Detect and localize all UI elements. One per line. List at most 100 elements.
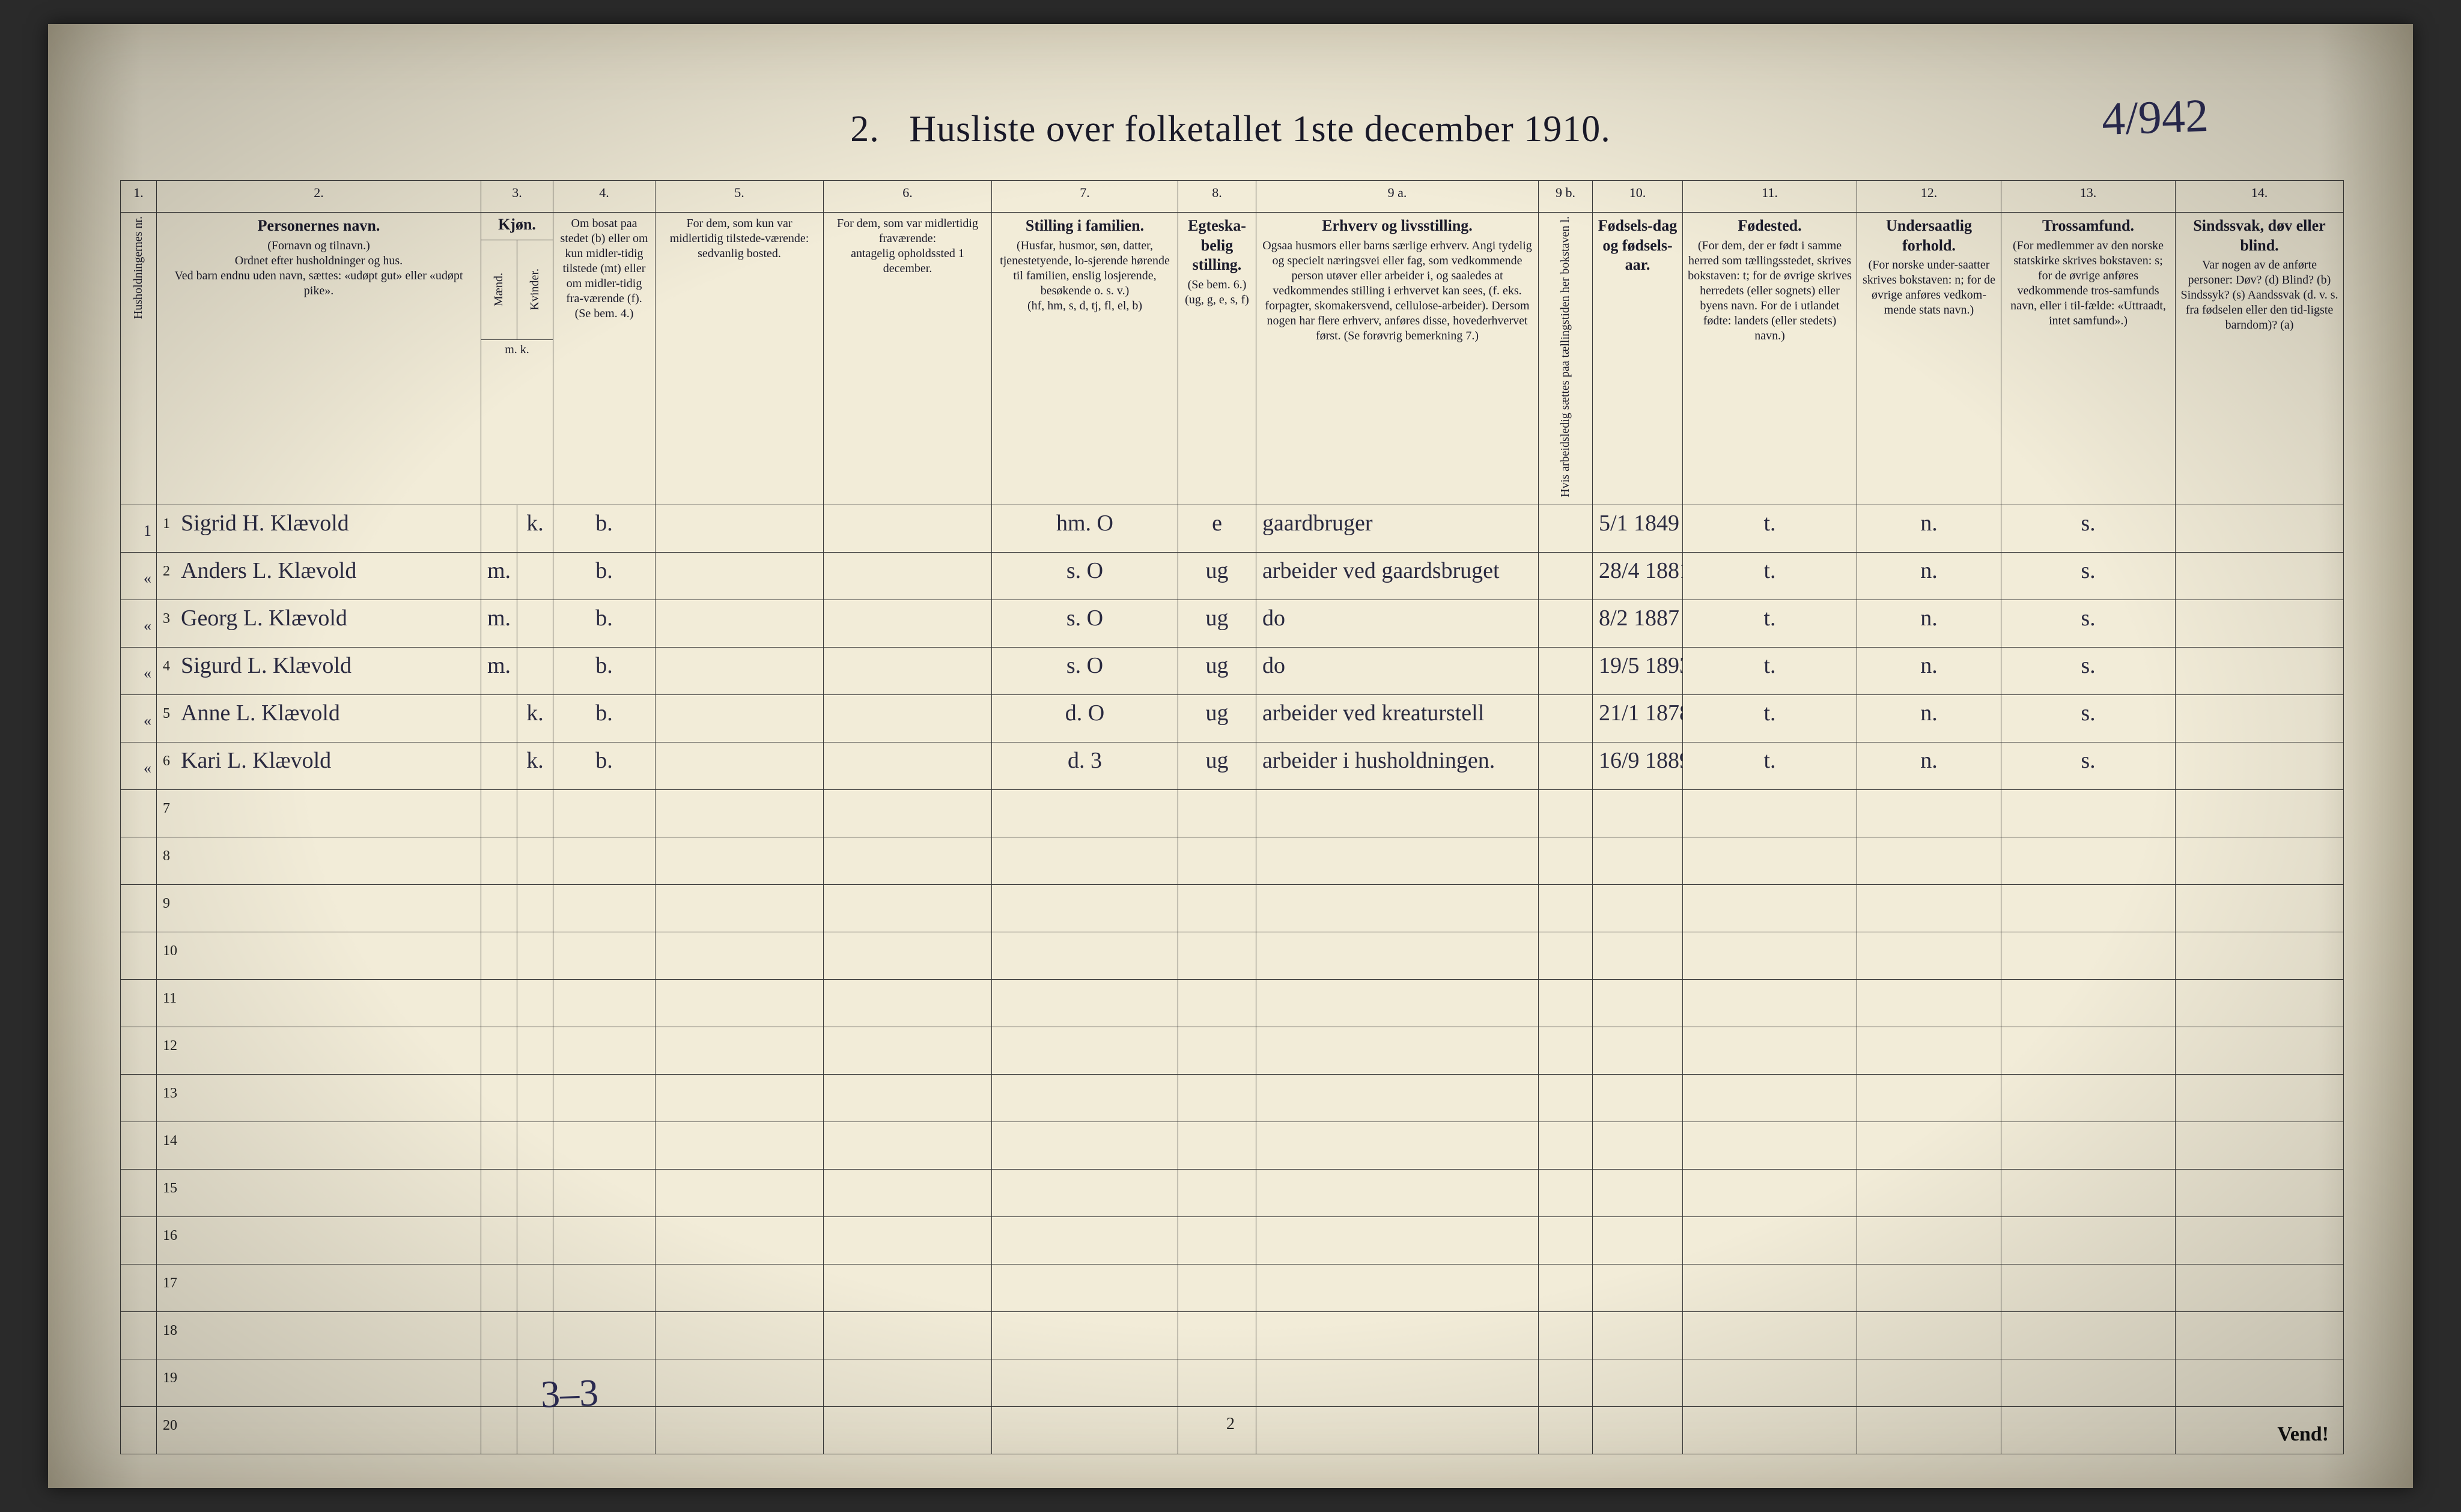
cell-empty [824, 932, 992, 980]
cell-empty [1539, 1407, 1593, 1454]
cell-sex-m: m. [481, 648, 517, 695]
table-row-empty: 13 [121, 1075, 2344, 1122]
cell-household-nr [121, 885, 157, 932]
cell-empty [824, 1407, 992, 1454]
cell-religion: s. [2001, 742, 2176, 790]
cell-marital-status: e [1178, 505, 1256, 553]
cell-family-position: hm. O [992, 505, 1178, 553]
cell-empty [2001, 1407, 2176, 1454]
cell-marital-status: ug [1178, 695, 1256, 742]
cell-household-nr [121, 1075, 157, 1122]
cell-empty [1256, 1265, 1539, 1312]
colnum-5: 5. [656, 181, 824, 213]
cell-empty [2176, 1075, 2344, 1122]
cell-empty [2001, 1312, 2176, 1359]
cell-person-nr: 16 [163, 1228, 177, 1244]
cell-empty [1539, 1170, 1593, 1217]
cell-residence-status: b. [553, 695, 656, 742]
cell-empty [1539, 1312, 1593, 1359]
cell-empty [824, 1312, 992, 1359]
cell-person-nr: 7 [163, 801, 170, 817]
cell-empty [1683, 1122, 1857, 1170]
cell-empty [1178, 837, 1256, 885]
cell-unemployed [1539, 695, 1593, 742]
cell-household-nr: « [121, 553, 157, 600]
cell-person-nr: 11 [163, 991, 177, 1007]
cell-empty [1178, 1217, 1256, 1265]
cell-household-nr [121, 1217, 157, 1265]
colnum-9b: 9 b. [1539, 181, 1593, 213]
cell-name: 12 [157, 1027, 481, 1075]
cell-empty [1256, 932, 1539, 980]
cell-empty [824, 1170, 992, 1217]
cell-empty [553, 1027, 656, 1075]
cell-empty [481, 837, 517, 885]
header-birthplace: Fødested. (For dem, der er født i samme … [1683, 213, 1857, 505]
cell-empty [992, 790, 1178, 837]
cell-sex-k [517, 648, 553, 695]
cell-empty [824, 837, 992, 885]
cell-empty [1256, 1075, 1539, 1122]
cell-name: 7 [157, 790, 481, 837]
cell-empty [656, 932, 824, 980]
cell-empty [2001, 885, 2176, 932]
cell-empty [1256, 790, 1539, 837]
cell-empty [1683, 1407, 1857, 1454]
cell-empty [656, 1265, 824, 1312]
cell-name: 14 [157, 1122, 481, 1170]
cell-unemployed [1539, 553, 1593, 600]
cell-temp-present [656, 742, 824, 790]
cell-empty [824, 1359, 992, 1407]
cell-sex-k: k. [517, 695, 553, 742]
cell-marital-status: ug [1178, 742, 1256, 790]
cell-empty [656, 1312, 824, 1359]
cell-temp-absent [824, 648, 992, 695]
cell-religion: s. [2001, 600, 2176, 648]
cell-empty [1256, 1122, 1539, 1170]
cell-household-nr [121, 1122, 157, 1170]
cell-empty [1857, 1217, 2001, 1265]
cell-empty [553, 790, 656, 837]
cell-empty [2001, 932, 2176, 980]
cell-empty [481, 1122, 517, 1170]
cell-family-position: s. O [992, 553, 1178, 600]
cell-person-nr: 2 [163, 563, 170, 580]
cell-empty [517, 932, 553, 980]
cell-empty [2001, 837, 2176, 885]
cell-empty [992, 1217, 1178, 1265]
cell-empty [2001, 1170, 2176, 1217]
header-name: Personernes navn. (Fornavn og tilnavn.) … [157, 213, 481, 505]
cell-empty [517, 1075, 553, 1122]
cell-household-nr [121, 932, 157, 980]
cell-empty [2176, 837, 2344, 885]
cell-name: 9 [157, 885, 481, 932]
table-row-empty: 18 [121, 1312, 2344, 1359]
cell-empty [481, 790, 517, 837]
cell-empty [1683, 1027, 1857, 1075]
cell-empty [1256, 1312, 1539, 1359]
cell-empty [1256, 1217, 1539, 1265]
cell-household-nr [121, 837, 157, 885]
cell-name: 11 [157, 980, 481, 1027]
cell-empty [656, 1027, 824, 1075]
cell-person-nr: 9 [163, 896, 170, 912]
cell-empty [553, 1170, 656, 1217]
cell-empty [481, 1407, 517, 1454]
colnum-14: 14. [2176, 181, 2344, 213]
cell-empty [992, 980, 1178, 1027]
cell-empty [517, 980, 553, 1027]
cell-empty [1539, 1359, 1593, 1407]
cell-occupation: arbeider ved gaardsbruget [1256, 553, 1539, 600]
cell-religion: s. [2001, 553, 2176, 600]
cell-empty [1178, 1312, 1256, 1359]
cell-household-nr [121, 1170, 157, 1217]
cell-empty [1857, 885, 2001, 932]
cell-empty [1593, 885, 1683, 932]
cell-occupation: do [1256, 600, 1539, 648]
cell-name: 15 [157, 1170, 481, 1217]
cell-disability [2176, 553, 2344, 600]
cell-empty [1178, 1027, 1256, 1075]
cell-person-nr: 10 [163, 943, 177, 959]
cell-empty [1683, 932, 1857, 980]
cell-empty [517, 1122, 553, 1170]
